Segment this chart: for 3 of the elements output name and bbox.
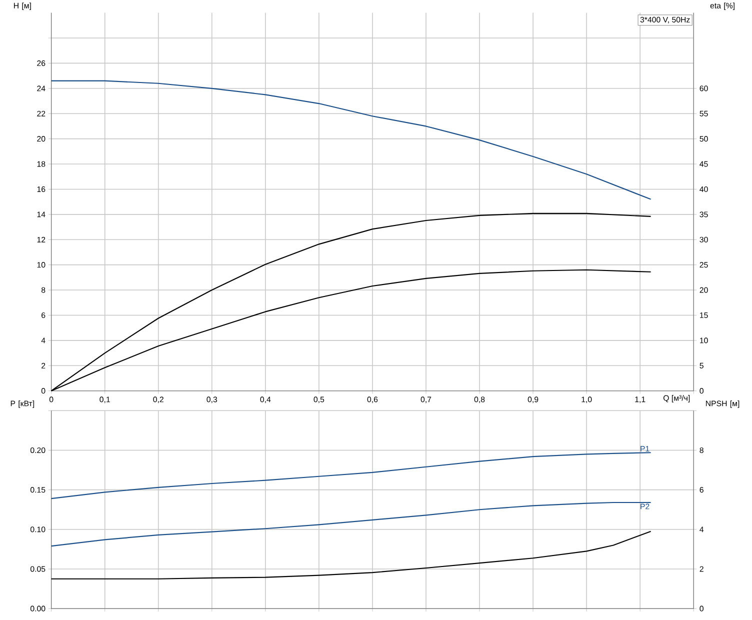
- line-series: [50, 80, 652, 200]
- line-series: [50, 452, 652, 499]
- line-series: [50, 502, 652, 546]
